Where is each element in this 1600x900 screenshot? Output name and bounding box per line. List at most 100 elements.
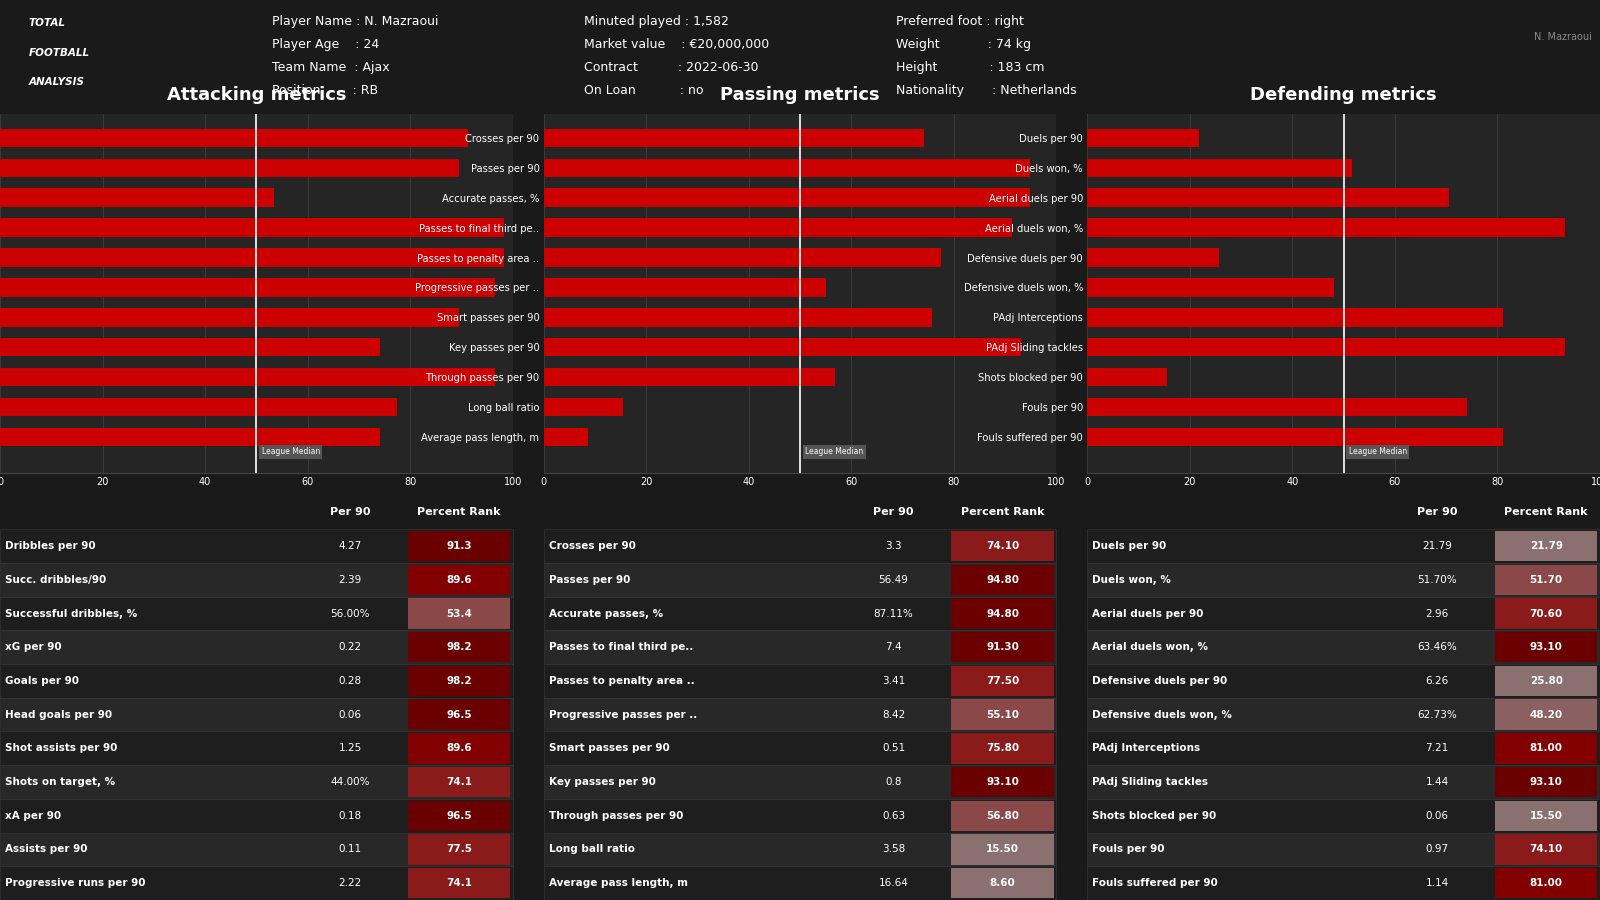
Text: N. Mazraoui: N. Mazraoui — [1534, 32, 1592, 41]
FancyBboxPatch shape — [1086, 867, 1600, 900]
Bar — [0, 368, 494, 386]
FancyBboxPatch shape — [1086, 832, 1600, 867]
Bar — [0, 338, 381, 356]
FancyBboxPatch shape — [1086, 664, 1600, 698]
Text: 56.00%: 56.00% — [330, 608, 370, 618]
FancyBboxPatch shape — [1086, 630, 1600, 664]
Bar — [1086, 129, 1198, 148]
Text: Fouls per 90: Fouls per 90 — [1093, 844, 1165, 854]
Text: Head goals per 90: Head goals per 90 — [5, 709, 112, 720]
Bar — [1086, 368, 1166, 386]
Bar — [1086, 248, 1219, 266]
Text: 51.70: 51.70 — [1530, 575, 1563, 585]
Text: Accurate passes, %: Accurate passes, % — [549, 608, 662, 618]
Text: Assists per 90: Assists per 90 — [5, 844, 88, 854]
FancyBboxPatch shape — [1494, 734, 1597, 763]
Text: 56.80: 56.80 — [986, 811, 1019, 821]
Bar — [1086, 338, 1565, 356]
FancyBboxPatch shape — [408, 734, 510, 763]
Text: 0.06: 0.06 — [339, 709, 362, 720]
FancyBboxPatch shape — [0, 664, 514, 698]
Title: Passing metrics: Passing metrics — [720, 86, 880, 104]
FancyBboxPatch shape — [0, 832, 514, 867]
Text: 74.1: 74.1 — [446, 777, 472, 787]
FancyBboxPatch shape — [952, 834, 1054, 865]
Text: 1.14: 1.14 — [1426, 878, 1450, 888]
FancyBboxPatch shape — [0, 765, 514, 799]
Text: Average pass length, m: Average pass length, m — [549, 878, 688, 888]
Text: Dribbles per 90: Dribbles per 90 — [5, 541, 96, 551]
FancyBboxPatch shape — [544, 630, 1056, 664]
Text: Shots blocked per 90: Shots blocked per 90 — [1093, 811, 1216, 821]
FancyBboxPatch shape — [0, 597, 514, 630]
FancyBboxPatch shape — [952, 632, 1054, 662]
Text: 56.49: 56.49 — [878, 575, 909, 585]
FancyBboxPatch shape — [408, 564, 510, 595]
FancyBboxPatch shape — [0, 799, 514, 833]
FancyBboxPatch shape — [952, 868, 1054, 898]
Text: 15.50: 15.50 — [1530, 811, 1563, 821]
FancyBboxPatch shape — [408, 666, 510, 697]
Bar — [1086, 398, 1467, 416]
Text: Percent Rank: Percent Rank — [1504, 508, 1587, 518]
Text: Preferred foot : right: Preferred foot : right — [896, 14, 1024, 28]
FancyBboxPatch shape — [544, 799, 1056, 833]
FancyBboxPatch shape — [0, 732, 514, 765]
Text: 1.25: 1.25 — [338, 743, 362, 753]
FancyBboxPatch shape — [1086, 597, 1600, 630]
Text: Fouls suffered per 90: Fouls suffered per 90 — [1093, 878, 1218, 888]
Text: 6.26: 6.26 — [1426, 676, 1450, 686]
Bar — [0, 129, 469, 148]
FancyBboxPatch shape — [408, 800, 510, 831]
Text: 15.50: 15.50 — [986, 844, 1019, 854]
Bar — [0, 219, 504, 237]
Text: Player Name : N. Mazraoui: Player Name : N. Mazraoui — [272, 14, 438, 28]
FancyBboxPatch shape — [408, 598, 510, 629]
Text: xA per 90: xA per 90 — [5, 811, 61, 821]
Text: 2.96: 2.96 — [1426, 608, 1450, 618]
Bar — [544, 368, 835, 386]
Text: 0.28: 0.28 — [339, 676, 362, 686]
FancyBboxPatch shape — [544, 597, 1056, 630]
Text: 94.80: 94.80 — [986, 575, 1019, 585]
FancyBboxPatch shape — [544, 563, 1056, 597]
Text: Contract          : 2022-06-30: Contract : 2022-06-30 — [584, 61, 758, 74]
Text: 91.30: 91.30 — [986, 643, 1019, 652]
Text: 44.00%: 44.00% — [330, 777, 370, 787]
FancyBboxPatch shape — [544, 664, 1056, 698]
FancyBboxPatch shape — [408, 531, 510, 562]
Text: Team Name  : Ajax: Team Name : Ajax — [272, 61, 390, 74]
FancyBboxPatch shape — [952, 800, 1054, 831]
Bar — [544, 158, 1030, 177]
FancyBboxPatch shape — [408, 767, 510, 797]
Text: 48.20: 48.20 — [1530, 709, 1563, 720]
Bar — [544, 248, 941, 266]
Bar — [1086, 278, 1334, 297]
Text: 81.00: 81.00 — [1530, 743, 1563, 753]
Text: 75.80: 75.80 — [986, 743, 1019, 753]
Text: League Median: League Median — [805, 447, 864, 456]
Bar — [0, 308, 459, 327]
Text: League Median: League Median — [261, 447, 320, 456]
Text: Duels won, %: Duels won, % — [1093, 575, 1171, 585]
Text: Nationality       : Netherlands: Nationality : Netherlands — [896, 84, 1077, 97]
Bar — [544, 428, 587, 446]
Title: Defending metrics: Defending metrics — [1250, 86, 1437, 104]
FancyBboxPatch shape — [1494, 767, 1597, 797]
FancyBboxPatch shape — [408, 868, 510, 898]
Text: FOOTBALL: FOOTBALL — [29, 48, 90, 58]
FancyBboxPatch shape — [1086, 765, 1600, 799]
Text: Weight            : 74 kg: Weight : 74 kg — [896, 38, 1030, 50]
FancyBboxPatch shape — [1494, 800, 1597, 831]
Text: Passes per 90: Passes per 90 — [549, 575, 630, 585]
Text: Minuted played : 1,582: Minuted played : 1,582 — [584, 14, 730, 28]
Text: 89.6: 89.6 — [446, 743, 472, 753]
FancyBboxPatch shape — [1494, 868, 1597, 898]
Text: Passes to final third pe..: Passes to final third pe.. — [549, 643, 693, 652]
Text: Goals per 90: Goals per 90 — [5, 676, 78, 686]
Text: Position        : RB: Position : RB — [272, 84, 378, 97]
Bar — [1086, 219, 1565, 237]
Text: 89.6: 89.6 — [446, 575, 472, 585]
Bar — [544, 219, 1011, 237]
Text: 70.60: 70.60 — [1530, 608, 1563, 618]
